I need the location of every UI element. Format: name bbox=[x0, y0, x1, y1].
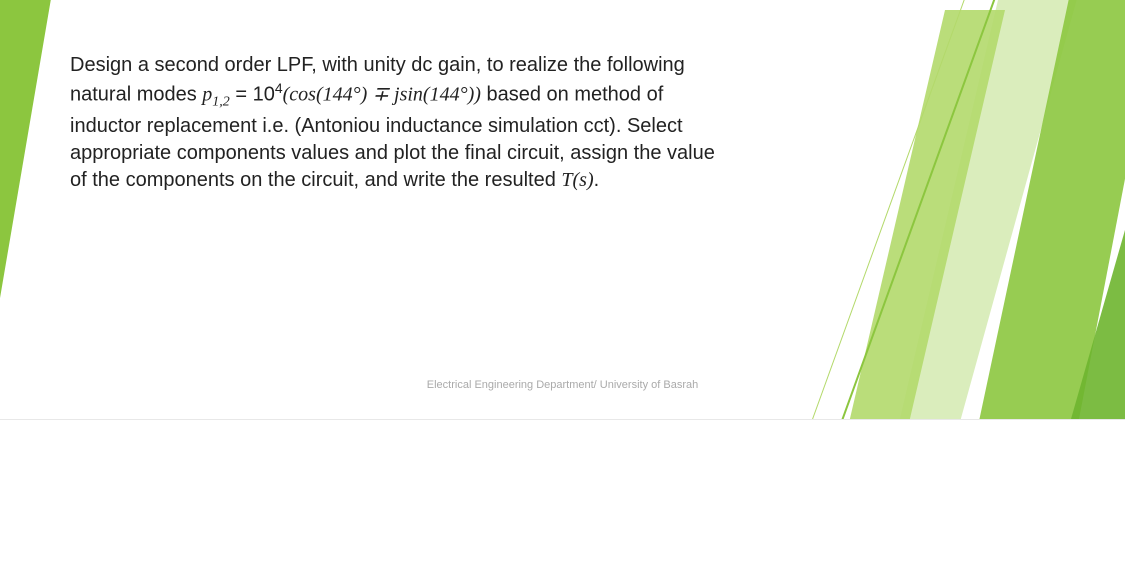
body-line-5-post: . bbox=[594, 169, 600, 191]
math-sub: 1,2 bbox=[212, 95, 230, 110]
body-line-2-pre: natural modes bbox=[70, 84, 202, 106]
body-line-3: inductor replacement i.e. (Antoniou indu… bbox=[70, 115, 683, 137]
math-T: T(s) bbox=[561, 169, 593, 191]
body-line-4: appropriate components values and plot t… bbox=[70, 142, 715, 164]
math-lhs: p bbox=[202, 84, 212, 106]
body-line-2-post: based on method of bbox=[486, 84, 663, 106]
slide-footer: Electrical Engineering Department/ Unive… bbox=[0, 379, 1125, 391]
body-line-5-pre: of the components on the circuit, and wr… bbox=[70, 169, 561, 191]
slide-body: Design a second order LPF, with unity dc… bbox=[70, 52, 770, 194]
math-eq: = 10 bbox=[235, 84, 274, 106]
math-mid: (cos(144°) ∓ jsin(144°)) bbox=[283, 84, 481, 106]
body-line-1: Design a second order LPF, with unity dc… bbox=[70, 54, 685, 76]
slide: Design a second order LPF, with unity dc… bbox=[0, 0, 1125, 420]
math-exp: 4 bbox=[275, 80, 283, 96]
right-decoration bbox=[745, 0, 1125, 420]
